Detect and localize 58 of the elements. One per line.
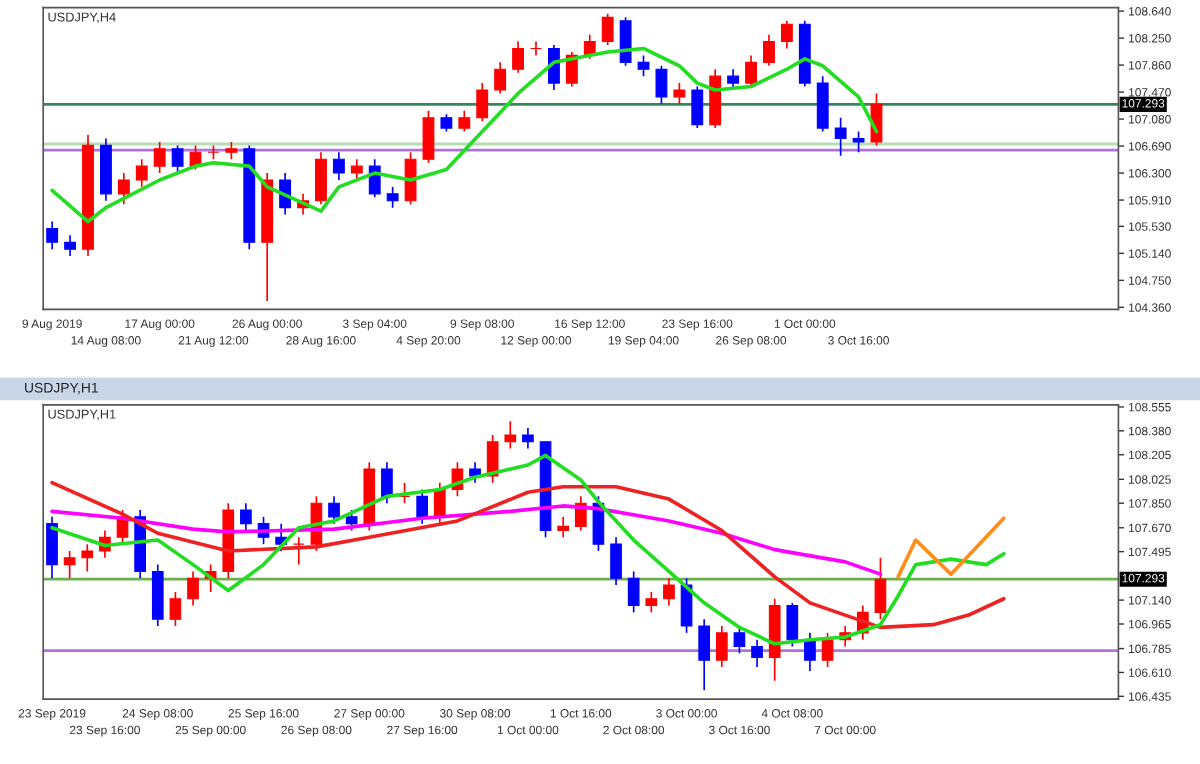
candlestick — [398, 481, 411, 505]
candlestick — [189, 144, 202, 171]
candlestick — [816, 75, 829, 133]
candlestick — [187, 570, 199, 607]
candlestick — [733, 625, 746, 655]
candlestick — [46, 220, 59, 251]
candlestick — [381, 461, 393, 505]
candlestick — [486, 434, 499, 484]
candlestick — [715, 625, 728, 668]
candlestick — [673, 82, 686, 105]
candlestick — [763, 33, 775, 67]
candlestick — [821, 632, 834, 668]
candlestick — [874, 556, 887, 621]
candlestick — [63, 550, 76, 580]
candlestick — [780, 19, 793, 50]
candlestick — [292, 536, 305, 566]
candlestick — [117, 172, 130, 206]
candlestick — [557, 516, 570, 539]
candlestick — [151, 563, 164, 627]
candlestick — [663, 577, 675, 607]
candlestick — [530, 40, 542, 57]
candlestick — [655, 64, 668, 105]
candlestick — [332, 151, 345, 181]
candlestick — [386, 186, 399, 209]
candlestick — [169, 591, 182, 627]
candlestick — [476, 82, 489, 122]
candlestick — [751, 638, 763, 668]
candlestick — [637, 54, 650, 77]
candlestick — [46, 516, 58, 580]
candlestick — [691, 85, 704, 129]
candlestick — [81, 543, 94, 573]
candlestick — [153, 141, 166, 174]
candlestick — [834, 116, 847, 157]
candlestick — [350, 158, 363, 181]
candlestick — [698, 618, 711, 692]
candlestick — [171, 144, 184, 174]
candlestick — [522, 427, 534, 450]
candlestick — [804, 632, 816, 672]
candlestick — [345, 509, 358, 532]
candlestick — [315, 151, 327, 206]
candlestick — [610, 536, 622, 586]
candlestick — [852, 130, 865, 154]
candlestick — [627, 570, 640, 614]
candlestick — [422, 109, 435, 164]
candlestick — [240, 502, 252, 532]
candlestick — [494, 61, 507, 95]
candlestick — [645, 591, 658, 614]
candlestick — [745, 54, 757, 88]
candlestick — [458, 109, 471, 133]
candlestick — [64, 234, 77, 257]
candlestick — [135, 158, 148, 188]
candlestick — [504, 420, 517, 450]
line-series — [896, 516, 1006, 579]
line-series — [50, 480, 1006, 630]
candlestick — [786, 601, 799, 648]
candlestick — [601, 13, 614, 46]
candlestick — [328, 495, 340, 525]
candlestick — [512, 40, 525, 74]
